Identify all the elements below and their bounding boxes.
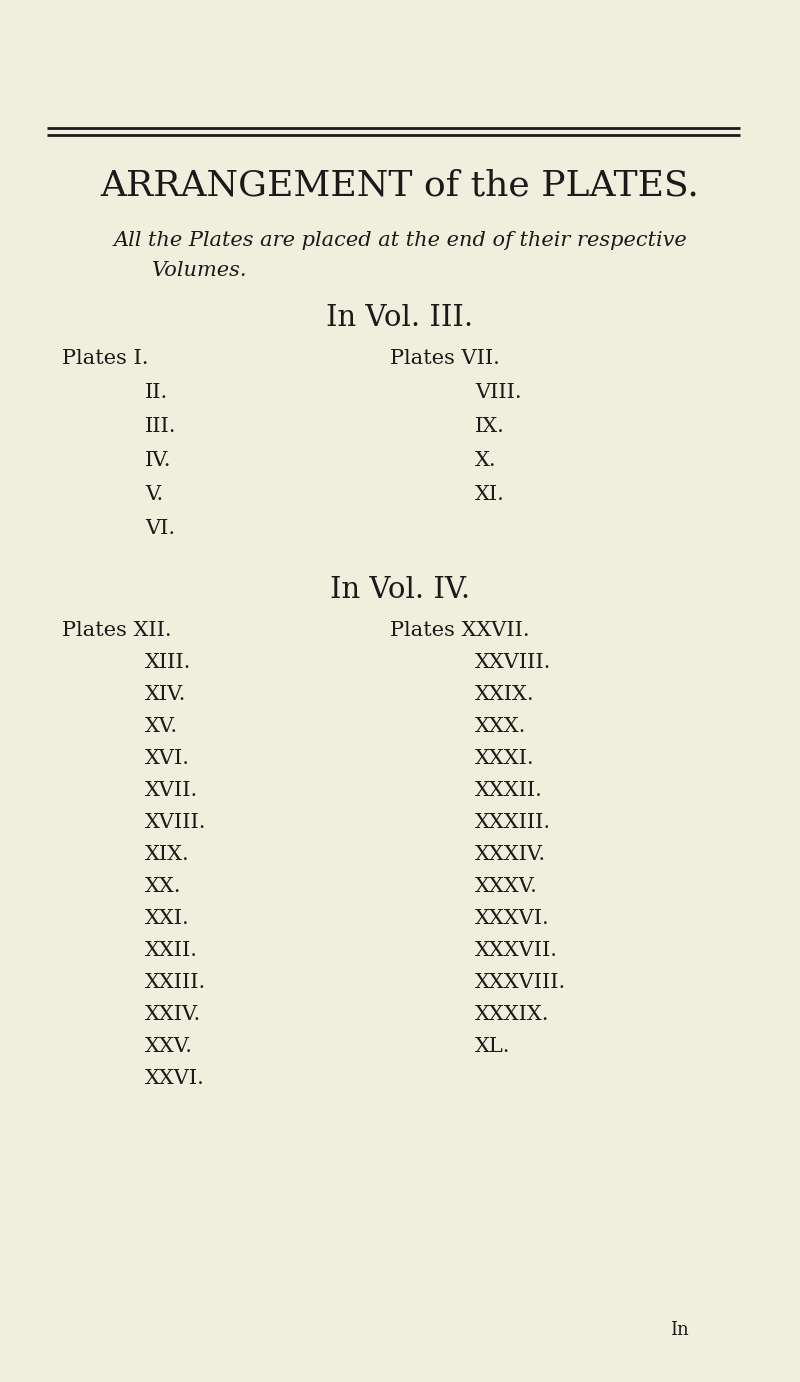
Text: VI.: VI.	[145, 518, 175, 538]
Text: Plates XII.: Plates XII.	[62, 621, 172, 640]
Text: XXX.: XXX.	[475, 716, 526, 735]
Text: XL.: XL.	[475, 1036, 510, 1056]
Text: XIV.: XIV.	[145, 684, 186, 703]
Text: In Vol. III.: In Vol. III.	[326, 304, 474, 332]
Text: XXVI.: XXVI.	[145, 1068, 205, 1088]
Text: XVIII.: XVIII.	[145, 813, 206, 832]
Text: XV.: XV.	[145, 716, 178, 735]
Text: In Vol. IV.: In Vol. IV.	[330, 576, 470, 604]
Text: Plates I.: Plates I.	[62, 348, 149, 368]
Text: X.: X.	[475, 451, 497, 470]
Text: All the Plates are placed at the end of their respective: All the Plates are placed at the end of …	[113, 231, 687, 250]
Text: IX.: IX.	[475, 416, 505, 435]
Text: VIII.: VIII.	[475, 383, 522, 402]
Text: XXIII.: XXIII.	[145, 973, 206, 991]
Text: XVII.: XVII.	[145, 781, 198, 800]
Text: XXIV.: XXIV.	[145, 1005, 202, 1024]
Text: XXXVII.: XXXVII.	[475, 941, 558, 959]
Text: XXV.: XXV.	[145, 1036, 193, 1056]
Text: XI.: XI.	[475, 485, 505, 503]
Text: XXVIII.: XXVIII.	[475, 652, 551, 672]
Text: In: In	[670, 1321, 689, 1339]
Text: XXXVIII.: XXXVIII.	[475, 973, 566, 991]
Text: XXXIII.: XXXIII.	[475, 813, 551, 832]
Text: XVI.: XVI.	[145, 749, 190, 767]
Text: XXIX.: XXIX.	[475, 684, 534, 703]
Text: Plates VII.: Plates VII.	[390, 348, 500, 368]
Text: XX.: XX.	[145, 876, 182, 896]
Text: II.: II.	[145, 383, 168, 402]
Text: XXXIV.: XXXIV.	[475, 844, 546, 864]
Text: XIII.: XIII.	[145, 652, 191, 672]
Text: XXXV.: XXXV.	[475, 876, 538, 896]
Text: III.: III.	[145, 416, 177, 435]
Text: Plates XXVII.: Plates XXVII.	[390, 621, 530, 640]
Text: Volumes.: Volumes.	[152, 260, 248, 279]
Text: XXXI.: XXXI.	[475, 749, 534, 767]
Text: XXXVI.: XXXVI.	[475, 908, 550, 927]
Text: XIX.: XIX.	[145, 844, 190, 864]
Text: XXII.: XXII.	[145, 941, 198, 959]
Text: IV.: IV.	[145, 451, 171, 470]
Text: XXXII.: XXXII.	[475, 781, 543, 800]
Text: XXXIX.: XXXIX.	[475, 1005, 550, 1024]
Text: V.: V.	[145, 485, 163, 503]
Text: XXI.: XXI.	[145, 908, 190, 927]
Text: ARRANGEMENT of the PLATES.: ARRANGEMENT of the PLATES.	[101, 169, 699, 202]
